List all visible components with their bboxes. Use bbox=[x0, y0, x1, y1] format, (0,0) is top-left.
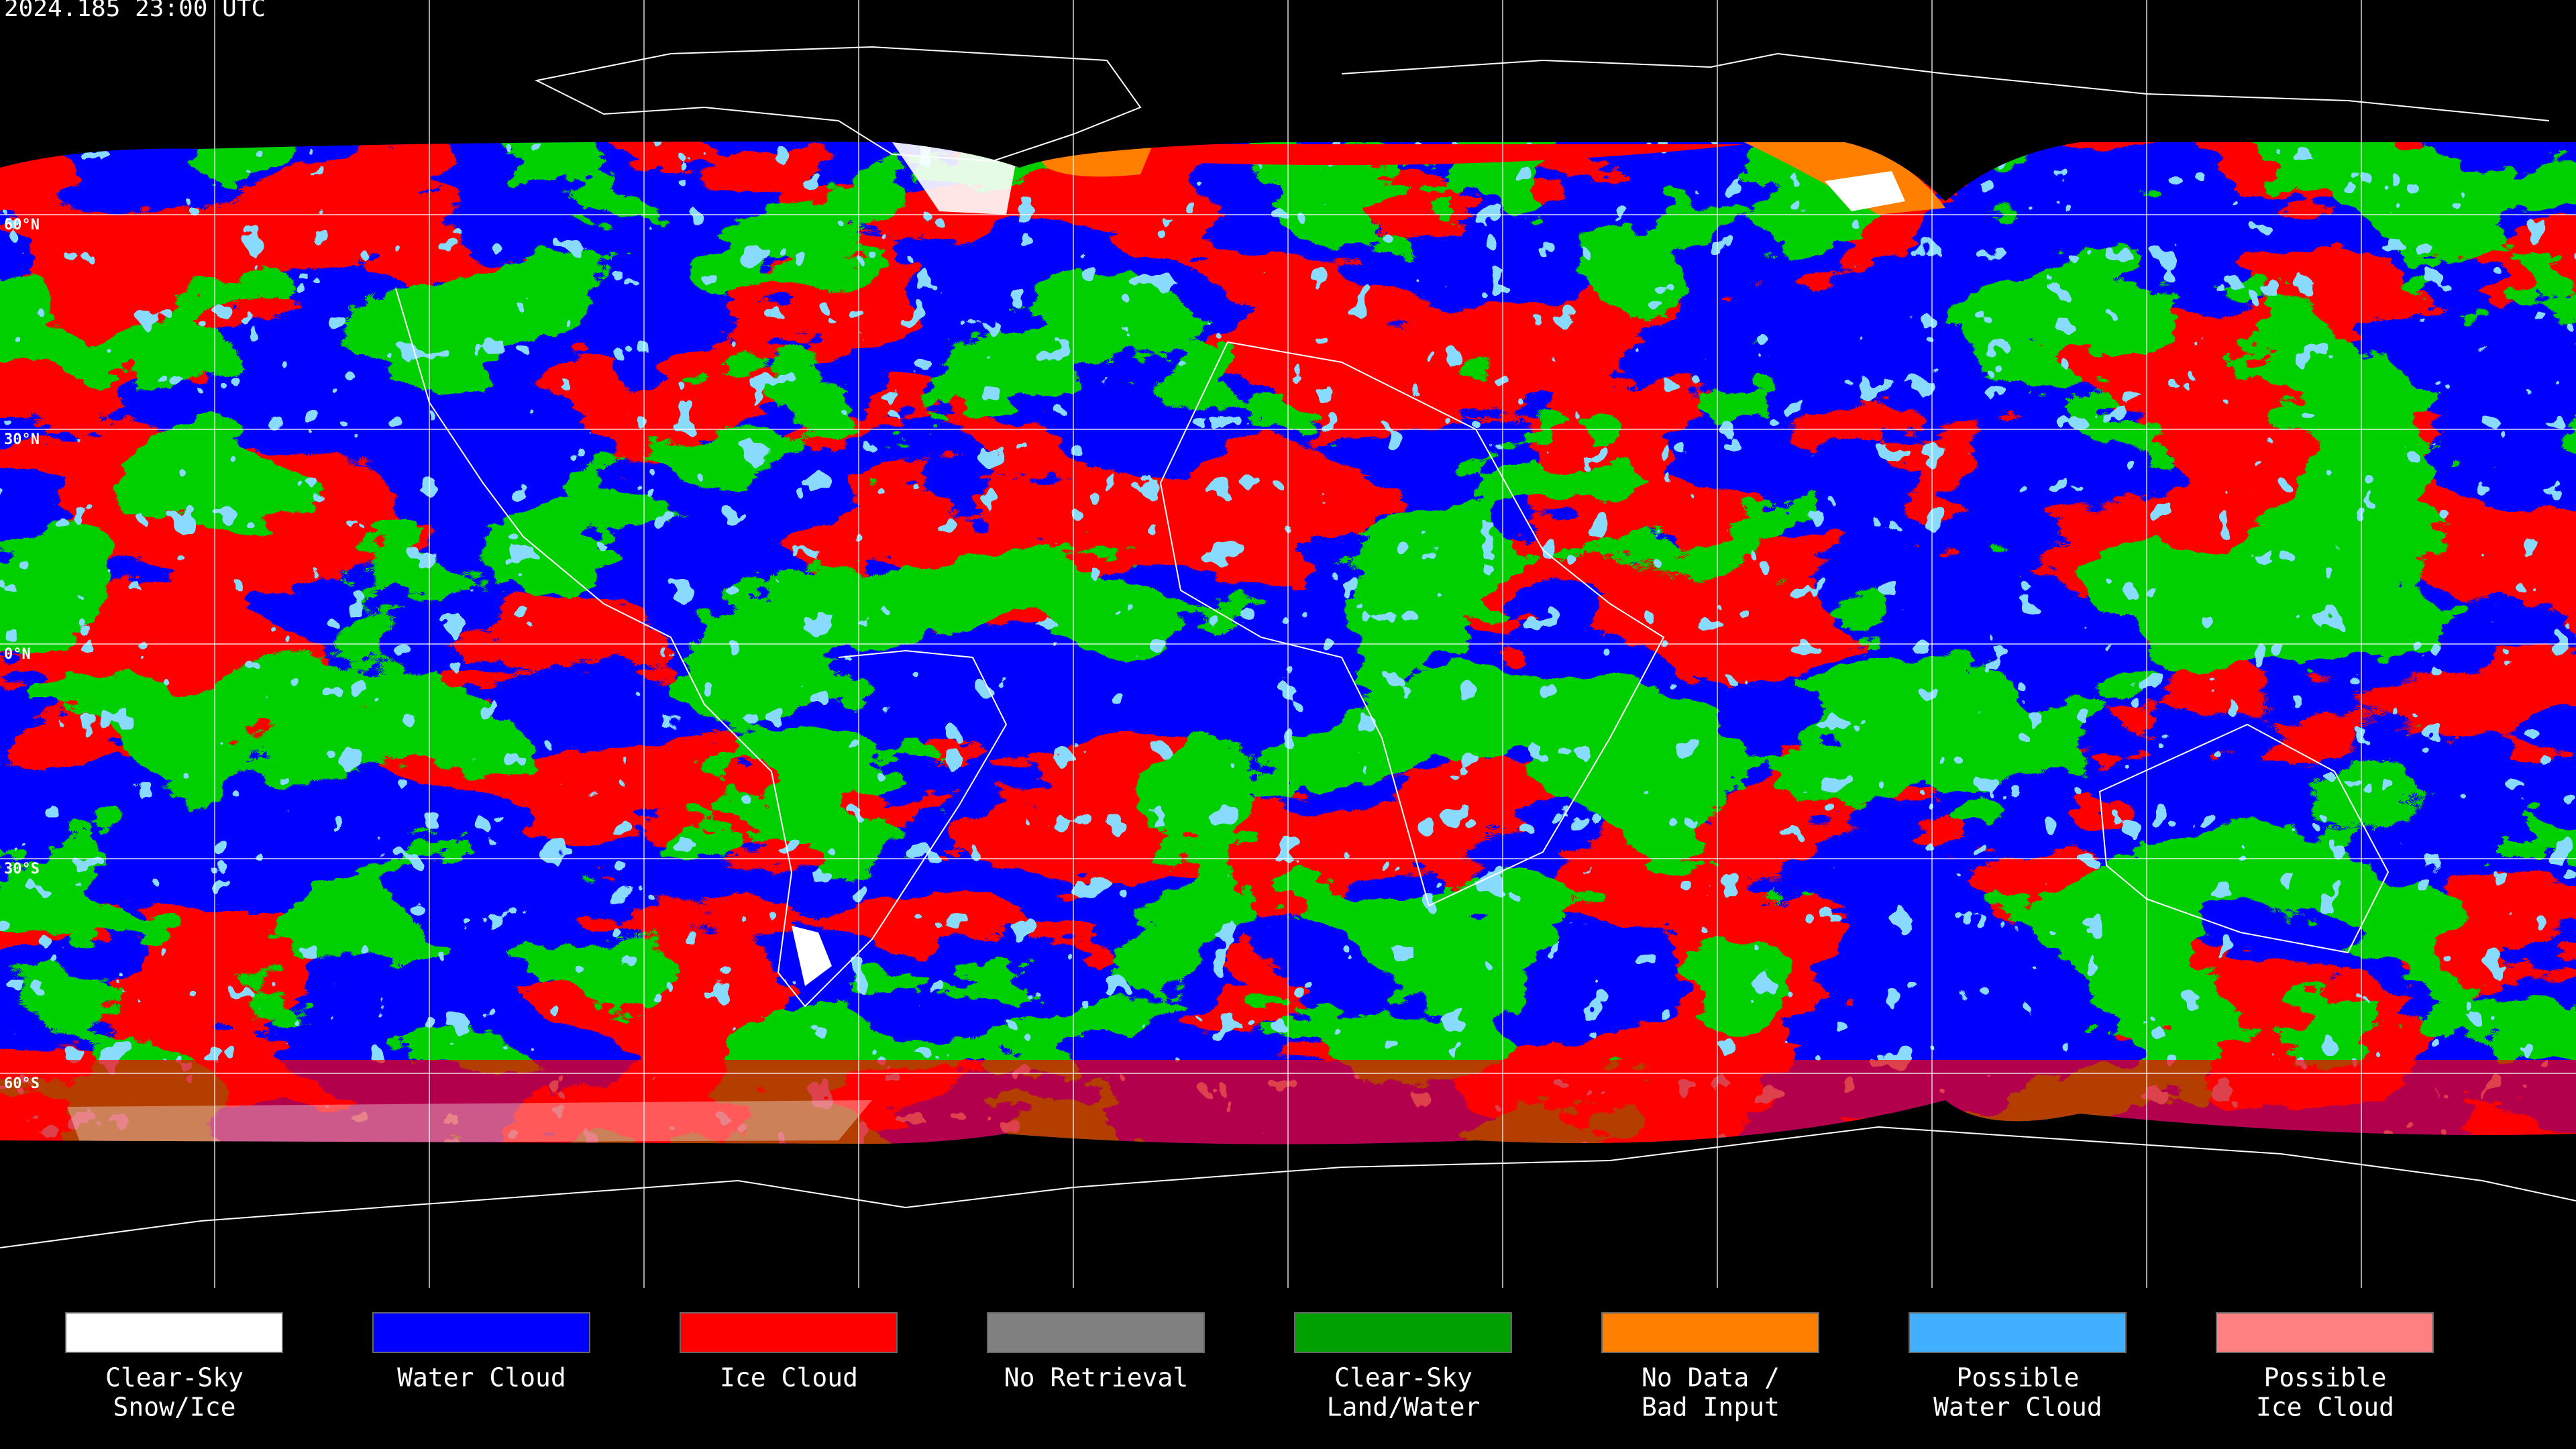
legend-label: No Retrieval bbox=[1004, 1363, 1189, 1393]
legend-label: Snow/Ice bbox=[113, 1393, 235, 1422]
coastline bbox=[0, 1126, 2576, 1248]
snow-ice-area bbox=[67, 1100, 872, 1144]
legend-label: No Data / bbox=[1642, 1363, 1780, 1393]
latitude-label: 60°S bbox=[4, 1075, 40, 1092]
legend-swatch bbox=[65, 1312, 283, 1353]
legend-swatch bbox=[2216, 1312, 2434, 1353]
legend-label: Clear-Sky bbox=[105, 1363, 244, 1393]
legend-label: Ice Cloud bbox=[720, 1363, 858, 1393]
latitude-label: 60°N bbox=[4, 217, 40, 233]
legend-label: Possible bbox=[2263, 1363, 2386, 1393]
northern-ice-cloud bbox=[1026, 144, 1744, 166]
coastline bbox=[534, 46, 1142, 162]
legend-label: Water Cloud bbox=[397, 1363, 566, 1393]
legend-label: Ice Cloud bbox=[2256, 1393, 2394, 1422]
coastline bbox=[395, 288, 1008, 1008]
coastlines bbox=[0, 46, 2576, 1248]
legend-label: Clear-Sky bbox=[1334, 1363, 1472, 1393]
legend-label: Bad Input bbox=[1642, 1393, 1780, 1422]
legend-swatch bbox=[987, 1312, 1205, 1353]
legend-label: Land/Water bbox=[1327, 1393, 1481, 1422]
possible-water-field bbox=[0, 839, 470, 1040]
timestamp: 2024.185 23:00 UTC bbox=[4, 0, 266, 22]
legend-label: Water Cloud bbox=[1933, 1393, 2102, 1422]
graticule: 60°N 30°N 0°N 30°S 60°S bbox=[0, 0, 2576, 1288]
legend-swatch bbox=[1601, 1312, 1819, 1353]
legend-swatch bbox=[1294, 1312, 1512, 1353]
latitude-label: 30°N bbox=[4, 431, 40, 448]
coastline bbox=[1159, 341, 1665, 907]
coastline bbox=[1341, 52, 2550, 121]
snow-ice-area bbox=[1825, 171, 1905, 211]
legend-swatch bbox=[372, 1312, 590, 1353]
latitude-label: 0°N bbox=[4, 646, 31, 663]
coastline bbox=[2098, 723, 2390, 954]
legend-label: Possible bbox=[1956, 1363, 2079, 1393]
legend-swatch bbox=[680, 1312, 898, 1353]
legend-swatch bbox=[1909, 1312, 2127, 1353]
latitude-label: 30°S bbox=[4, 861, 40, 877]
snow-ice-area bbox=[792, 926, 832, 986]
